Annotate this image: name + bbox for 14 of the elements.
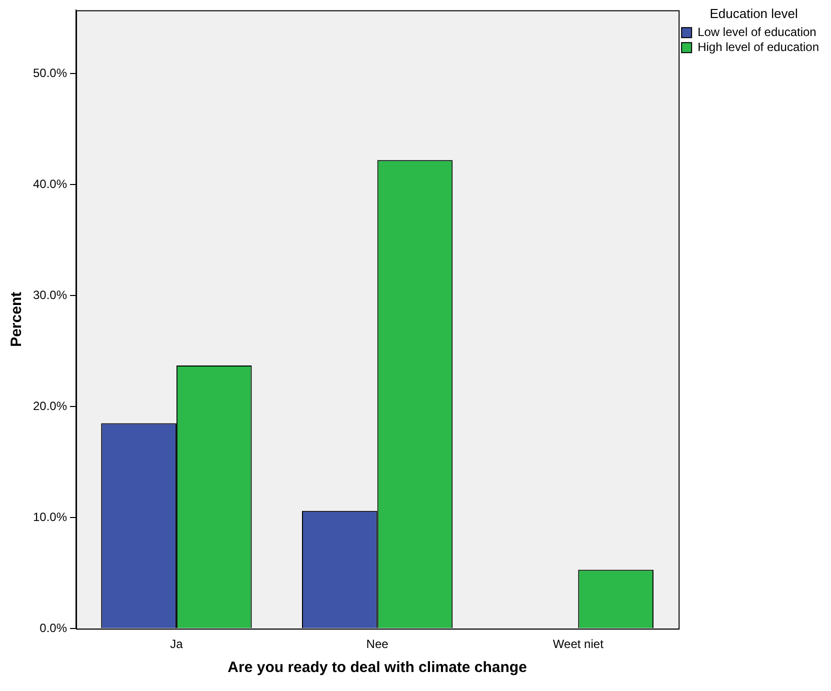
x-axis-title: Are you ready to deal with climate change — [228, 659, 527, 676]
y-tick-label: 10.0% — [32, 510, 68, 524]
x-tick-label: Nee — [366, 637, 389, 652]
legend-label: High level of education — [698, 40, 820, 54]
x-tick-label: Weet niet — [552, 637, 604, 652]
legend-title: Education level — [710, 6, 798, 22]
y-tick-label: 40.0% — [32, 176, 68, 191]
y-axis-title: Percent — [8, 292, 26, 347]
x-tick-label: Ja — [170, 637, 184, 652]
legend-label: Low level of education — [698, 24, 816, 39]
y-tick-label: 30.0% — [32, 288, 68, 302]
y-tick-label: 0.0% — [40, 620, 68, 635]
y-tick-label: 50.0% — [32, 66, 68, 80]
y-tick-label: 20.0% — [32, 398, 68, 413]
